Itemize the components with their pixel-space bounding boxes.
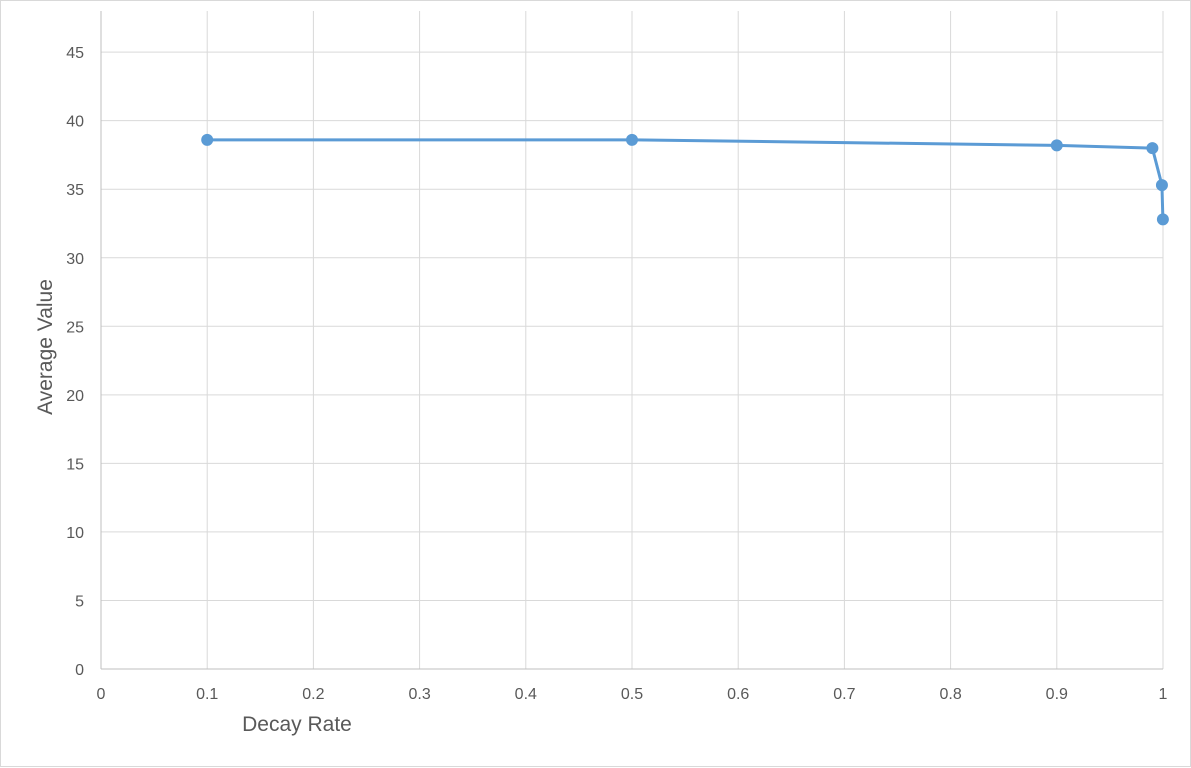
x-tick-label: 0.7 — [833, 686, 855, 703]
data-point — [1146, 142, 1159, 155]
axes: 0 0.1 0.2 0.3 0.4 0.5 0.6 0.7 0.8 0.9 105101520253… — [66, 11, 1168, 703]
gridlines — [101, 11, 1164, 669]
data-point — [201, 133, 214, 146]
x-tick-label: 0.3 — [408, 686, 430, 703]
y-tick-label: 20 — [66, 388, 84, 405]
x-tick-label: 0.2 — [302, 686, 324, 703]
axis-labels: Decay Rate Average Value — [34, 279, 352, 736]
x-tick-label: 0.8 — [939, 686, 961, 703]
x-tick-label: 0.9 — [1046, 686, 1068, 703]
y-tick-label: 40 — [66, 114, 84, 131]
y-tick-label: 15 — [66, 456, 84, 473]
series-average-value — [201, 133, 1169, 226]
data-point — [626, 133, 638, 146]
data-point — [1050, 139, 1063, 152]
x-tick-label: 0.6 — [727, 686, 749, 703]
y-tick-label: 0 — [75, 662, 84, 679]
y-tick-label: 5 — [75, 593, 84, 610]
y-tick-label: 30 — [66, 251, 84, 268]
x-tick-label: 1 — [1159, 686, 1168, 703]
y-tick-label: 10 — [66, 525, 84, 542]
x-axis-title: Decay Rate — [242, 713, 352, 736]
series-line — [207, 138, 1165, 220]
y-axis-title: Average Value — [34, 279, 57, 415]
data-point — [1155, 179, 1168, 192]
y-tick-label: 45 — [66, 45, 84, 62]
x-tick-label: 0.4 — [515, 686, 537, 703]
x-tick-label: 0.5 — [621, 686, 643, 703]
y-tick-label: 25 — [66, 319, 84, 336]
y-tick-label: 35 — [66, 182, 84, 199]
x-tick-label: 0.1 — [196, 686, 218, 703]
data-point — [1156, 213, 1169, 226]
x-tick-label: 0 — [97, 686, 106, 703]
